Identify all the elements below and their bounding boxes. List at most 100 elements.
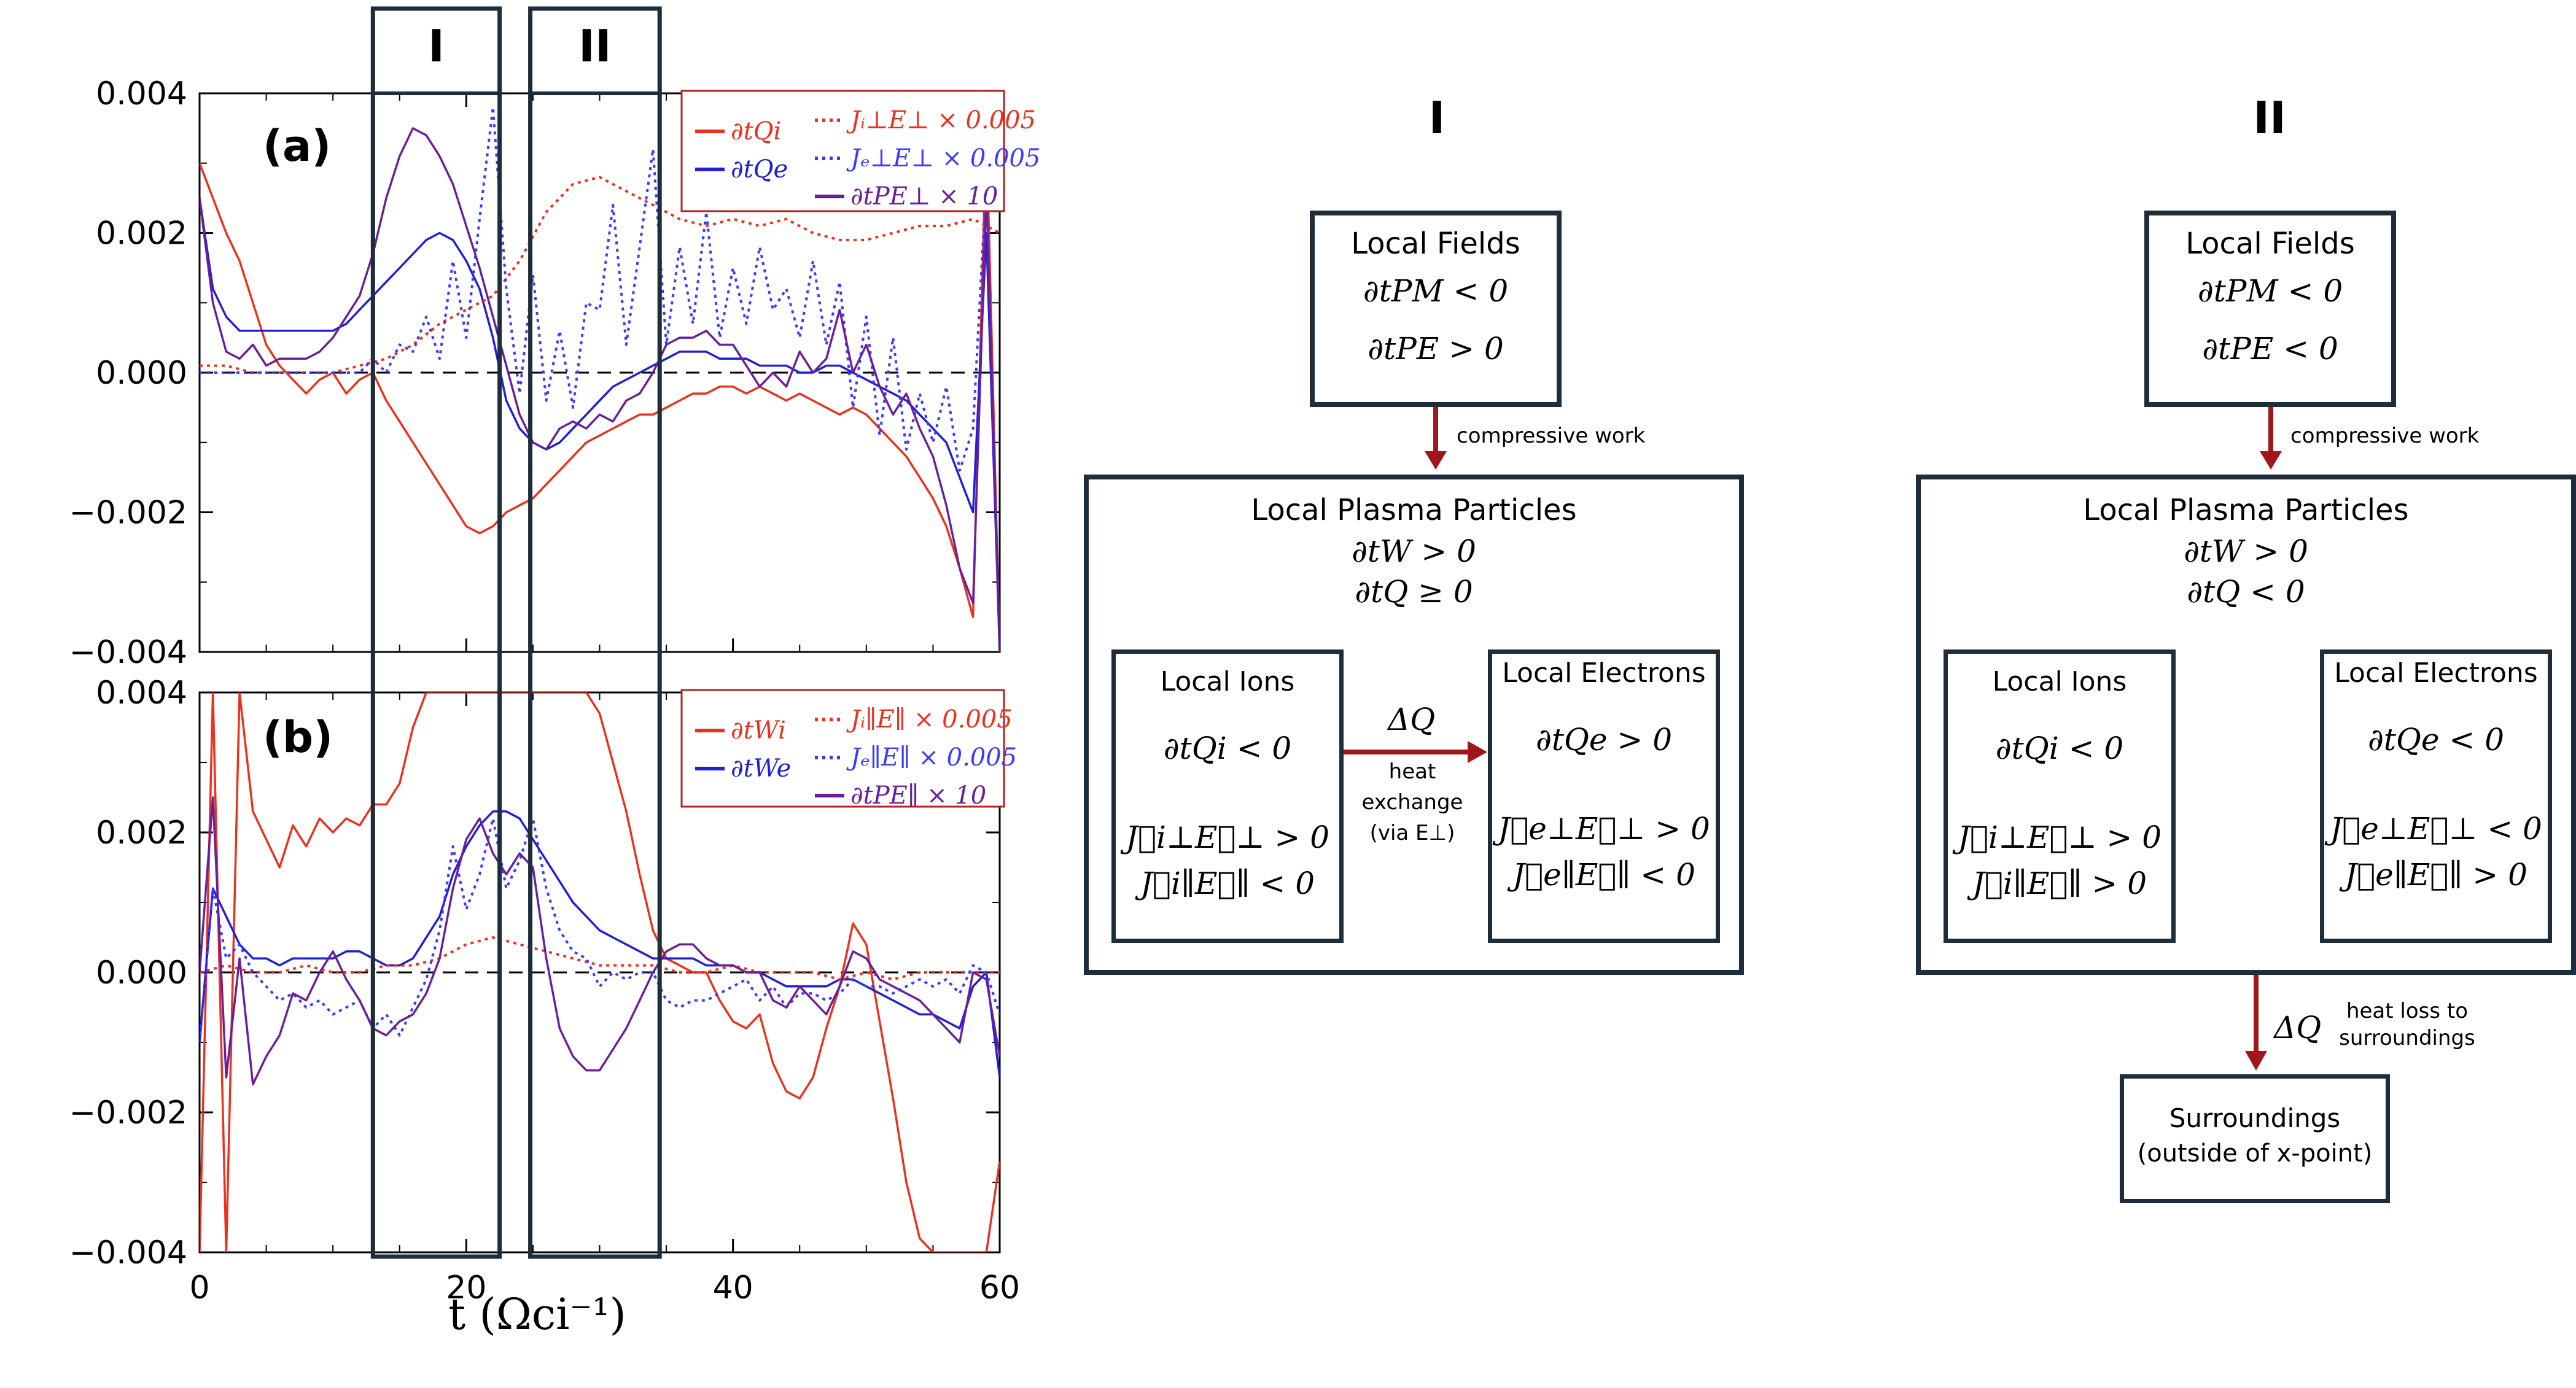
loss-label: heat loss to surroundings	[2333, 998, 2481, 1052]
legend-entry: Jₑ⊥E⊥ × 0.005	[846, 144, 1040, 173]
plasma-title: Local Plasma Particles	[1251, 493, 1577, 527]
legend-entry: ∂tQe	[731, 155, 788, 184]
local-electrons-box-I: Local Electrons ∂tQe > 0 J⃗e⊥E⃗⊥ > 0 J⃗e…	[1488, 649, 1720, 943]
y-tick-label: −0.002	[69, 1095, 187, 1131]
local-ions-box-I: Local Ions ∂tQi < 0 J⃗i⊥E⃗⊥ > 0 J⃗i∥E⃗∥ …	[1111, 649, 1344, 943]
window-label: II	[578, 20, 612, 72]
y-tick-label: 0.000	[96, 955, 187, 991]
plasma-eq-2: ∂tQ ≥ 0	[1355, 574, 1473, 610]
exchange-line-3: (via E⊥)	[1369, 821, 1455, 845]
arrow-head-work-I	[1425, 451, 1447, 470]
window-box	[528, 6, 662, 1259]
y-tick-label: 0.000	[96, 355, 187, 392]
ions-eq-1: ∂tQi < 0	[1163, 731, 1292, 766]
ions-eq-3: J⃗i∥E⃗∥ < 0	[1140, 866, 1315, 901]
surroundings-title: Surroundings	[2169, 1103, 2341, 1133]
compressive-work-label-II: compressive work	[2290, 424, 2480, 448]
fields-eq-1-II: ∂tPM < 0	[2197, 273, 2343, 309]
y-tick-label: 0.004	[96, 76, 187, 112]
x-tick-label: 20	[446, 1270, 486, 1306]
series-line	[200, 817, 1000, 1043]
compressive-work-label-I: compressive work	[1457, 424, 1646, 448]
delta-q-loss: ΔQ	[2274, 1010, 2322, 1045]
x-tick-label: 60	[979, 1270, 1020, 1306]
series-line	[200, 106, 1000, 652]
loss-line-2: surroundings	[2339, 1026, 2475, 1050]
ions-eq-1-II: ∂tQi < 0	[1995, 731, 2124, 766]
local-electrons-box-II: Local Electrons ∂tQe < 0 J⃗e⊥E⃗⊥ < 0 J⃗e…	[2320, 649, 2552, 943]
ions-eq-3-II: J⃗i∥E⃗∥ > 0	[1972, 866, 2147, 901]
y-tick-label: 0.002	[96, 815, 187, 851]
series-line	[200, 692, 1000, 1252]
fields-eq-1: ∂tPM < 0	[1363, 273, 1509, 309]
plots: 0.004 0.002 0.000 −0.002 −0.004 (a) ∂tQi ∂tQe Jᵢ…	[69, 6, 1041, 1340]
series-line	[200, 198, 1000, 652]
delta-q-exchange: ΔQ	[1388, 702, 1436, 737]
panel-a: 0.004 0.002 0.000 −0.002 −0.004 (a) ∂tQi ∂tQe Jᵢ…	[69, 76, 1041, 671]
ions-eq-2: J⃗i⊥E⃗⊥ > 0	[1125, 820, 1330, 855]
y-tick-label: −0.002	[69, 495, 187, 532]
electrons-eq-2: J⃗e⊥E⃗⊥ > 0	[1498, 811, 1710, 847]
exchange-line-1: heat	[1388, 759, 1436, 784]
arrow-head-loss	[2245, 1051, 2267, 1071]
local-fields-title-II: Local Fields	[2185, 227, 2355, 261]
ions-title-II: Local Ions	[1992, 666, 2127, 697]
electrons-eq-1: ∂tQe > 0	[1535, 722, 1673, 758]
legend-entry: ∂tPE∥ × 10	[850, 781, 986, 810]
surroundings-subtitle: (outside of x-point)	[2137, 1139, 2373, 1168]
series-line	[200, 936, 1000, 981]
series-line	[200, 810, 1000, 1078]
local-fields-title: Local Fields	[1351, 227, 1520, 261]
arrow-shaft-work-I	[1433, 407, 1438, 456]
ions-title: Local Ions	[1160, 666, 1295, 697]
plasma-eq-1: ∂tW > 0	[1352, 533, 1476, 569]
arrow-shaft-loss	[2254, 975, 2259, 1055]
legend-entry: Jᵢ⊥E⊥ × 0.005	[846, 106, 1036, 134]
x-axis-label: t (Ωci⁻¹)	[448, 1289, 626, 1340]
electrons-title-II: Local Electrons	[2334, 657, 2538, 689]
series-line	[200, 796, 1000, 1086]
local-fields-box-II: Local Fields ∂tPM < 0 ∂tPE < 0	[2144, 211, 2396, 407]
diagram-title-II: II	[2253, 92, 2286, 144]
legend-entry: ∂tQi	[731, 117, 781, 145]
legend-box	[680, 90, 1005, 212]
legend-entry: Jᵢ∥E∥ × 0.005	[846, 705, 1013, 734]
legend-entry: ∂tPE⊥ × 10	[850, 182, 998, 211]
surroundings-box: Surroundings (outside of x-point)	[2120, 1074, 2390, 1203]
legend-entry: Jₑ∥E∥ × 0.005	[846, 743, 1017, 772]
exchange-label: heat exchange (via E⊥)	[1351, 756, 1474, 848]
ions-eq-2-II: J⃗i⊥E⃗⊥ > 0	[1957, 820, 2162, 855]
electrons-title: Local Electrons	[1502, 657, 1706, 689]
arrow-shaft-exchange	[1344, 750, 1469, 754]
local-ions-box-II: Local Ions ∂tQi < 0 J⃗i⊥E⃗⊥ > 0 J⃗i∥E⃗∥ …	[1944, 649, 2176, 943]
y-tick-label: −0.004	[69, 634, 187, 671]
panel-label: (a)	[263, 121, 331, 171]
local-fields-box-I: Local Fields ∂tPM < 0 ∂tPE > 0	[1310, 211, 1562, 407]
legend-box	[680, 689, 1005, 808]
arrow-head-exchange	[1468, 741, 1487, 763]
window-box	[370, 6, 502, 1259]
electrons-eq-3-II: J⃗e∥E⃗∥ > 0	[2344, 857, 2527, 893]
electrons-eq-3: J⃗e∥E⃗∥ < 0	[1512, 857, 1695, 893]
exchange-line-2: exchange	[1361, 790, 1463, 815]
legend-entry: ∂tWi	[731, 716, 786, 745]
legend-entry: ∂tWe	[731, 754, 791, 783]
time-windows: I II	[370, 6, 662, 1259]
electrons-eq-1-II: ∂tQe < 0	[2367, 722, 2505, 758]
plasma-title-II: Local Plasma Particles	[2083, 493, 2409, 527]
y-tick-label: 0.004	[96, 675, 187, 711]
arrow-shaft-work-II	[2268, 407, 2273, 456]
y-tick-label: 0.002	[96, 215, 187, 252]
series-line	[200, 127, 1000, 652]
y-tick-label: −0.004	[69, 1235, 187, 1271]
fields-eq-2-II: ∂tPE < 0	[2202, 331, 2338, 366]
arrow-head-work-II	[2260, 451, 2282, 470]
loss-line-1: heat loss to	[2346, 999, 2469, 1023]
panel-label: (b)	[263, 712, 333, 762]
fields-eq-2: ∂tPE > 0	[1368, 331, 1504, 366]
plasma-eq-2-II: ∂tQ < 0	[2187, 574, 2305, 610]
x-tick-label: 40	[713, 1270, 753, 1306]
plasma-eq-1-II: ∂tW > 0	[2184, 533, 2308, 569]
window-label: I	[428, 20, 445, 72]
